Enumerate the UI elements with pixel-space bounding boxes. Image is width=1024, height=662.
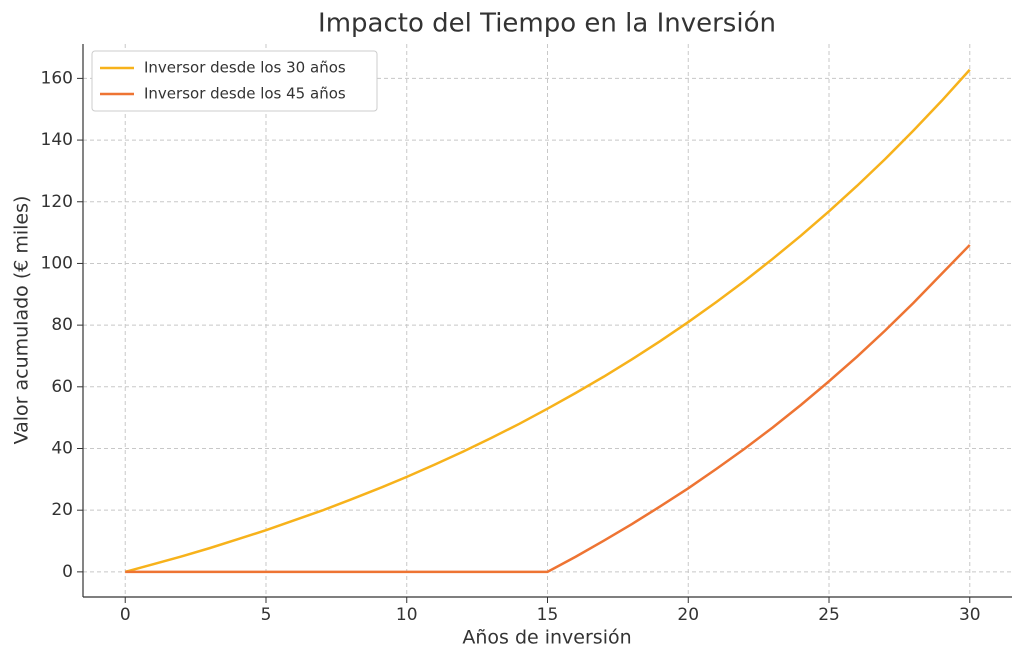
chart-title: Impacto del Tiempo en la Inversión bbox=[318, 9, 776, 39]
y-tick-label: 100 bbox=[41, 253, 73, 273]
x-tick-label: 5 bbox=[261, 605, 272, 625]
y-tick-label: 20 bbox=[51, 500, 73, 520]
x-axis-label: Años de inversión bbox=[462, 627, 631, 649]
x-tick-label: 0 bbox=[120, 605, 131, 625]
x-tick-label: 10 bbox=[396, 605, 418, 625]
x-tick-label: 25 bbox=[818, 605, 840, 625]
series-line bbox=[124, 68, 971, 574]
legend-box bbox=[91, 50, 378, 112]
legend-label: Inversor desde los 45 años bbox=[144, 85, 346, 103]
x-tick-label: 20 bbox=[677, 605, 699, 625]
legend-label: Inversor desde los 30 años bbox=[144, 59, 346, 77]
series-line bbox=[125, 244, 971, 574]
x-tick-label: 30 bbox=[959, 605, 981, 625]
x-tick-label: 15 bbox=[537, 605, 559, 625]
y-tick-label: 60 bbox=[51, 377, 73, 397]
y-tick-label: 40 bbox=[51, 438, 73, 458]
y-axis-label: Valor acumulado (€ miles) bbox=[11, 196, 33, 445]
y-tick-label: 140 bbox=[41, 130, 73, 150]
y-tick-label: 160 bbox=[41, 68, 73, 88]
y-tick-label: 120 bbox=[41, 192, 73, 212]
y-tick-label: 0 bbox=[62, 562, 73, 582]
y-tick-label: 80 bbox=[51, 315, 73, 335]
